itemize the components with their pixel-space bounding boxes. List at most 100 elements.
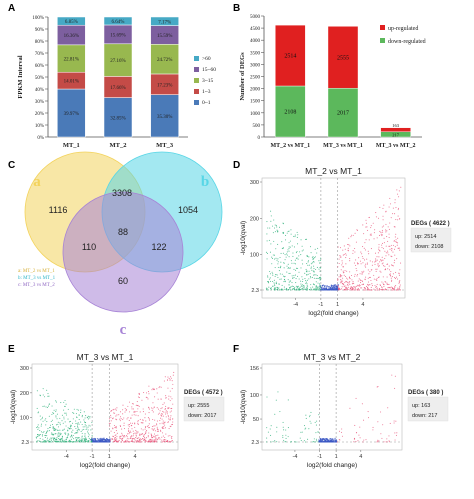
scatter-point: [49, 403, 51, 405]
scatter-point: [325, 285, 327, 287]
scatter-point: [270, 441, 272, 443]
x-tick-label: 4: [361, 302, 364, 308]
scatter-point: [53, 429, 55, 431]
scatter-point: [127, 428, 129, 430]
scatter-point: [78, 429, 81, 431]
scatter-point: [47, 441, 49, 443]
bar-segment: [103, 43, 133, 77]
scatter-point: [394, 254, 396, 256]
scatter-point: [358, 284, 360, 286]
region-count: 60: [118, 276, 128, 286]
scatter-point: [390, 289, 392, 291]
scatter-point: [134, 422, 136, 424]
scatter-point: [370, 225, 372, 227]
bar-segment: [57, 16, 86, 26]
scatter-point: [155, 423, 158, 425]
scatter-point: [298, 271, 300, 273]
bar-down: [275, 85, 306, 138]
scatter-point: [77, 431, 79, 433]
scatter-point: [55, 409, 57, 411]
scatter-point: [37, 424, 39, 426]
scatter-point: [114, 412, 116, 414]
scatter-point: [300, 239, 302, 241]
scatter-point: [154, 419, 156, 421]
scatter-point: [316, 275, 318, 277]
scatter-point: [280, 265, 282, 267]
scatter-point: [366, 287, 369, 289]
data-label: 2108: [284, 109, 296, 115]
scatter-point: [302, 263, 304, 265]
scatter-point: [81, 435, 83, 437]
scatter-point: [311, 262, 313, 264]
scatter-point: [45, 432, 47, 435]
panel-letter-b: B: [233, 3, 240, 14]
scatter-point: [287, 399, 289, 401]
scatter-point: [90, 441, 92, 443]
scatter-point: [306, 286, 308, 288]
scatter-point: [361, 256, 363, 258]
scatter-point: [170, 377, 172, 379]
scatter-point: [115, 425, 117, 427]
scatter-point: [277, 266, 279, 268]
scatter-point: [365, 289, 367, 291]
scatter-point: [395, 206, 397, 209]
scatter-point: [328, 438, 330, 440]
deg-box-title: DEGs ( 4572 ): [184, 390, 223, 396]
scatter-point: [74, 426, 76, 428]
scatter-point: [287, 279, 289, 281]
scatter-point: [151, 428, 153, 430]
scatter-point: [397, 237, 399, 239]
scatter-point: [141, 439, 143, 441]
scatter-point: [381, 259, 383, 261]
scatter-point: [339, 279, 342, 281]
scatter-point: [266, 221, 268, 223]
scatter-point: [378, 256, 380, 258]
scatter-point: [57, 432, 59, 434]
scatter-point: [357, 440, 359, 442]
scatter-point: [317, 441, 319, 443]
scatter-point: [399, 289, 402, 291]
scatter-point: [53, 413, 55, 415]
scatter-point: [142, 438, 144, 440]
scatter-point: [81, 432, 83, 434]
scatter-point: [115, 440, 117, 442]
scatter-point: [291, 285, 293, 287]
scatter-point: [317, 289, 319, 291]
scatter-point: [363, 233, 365, 235]
scatter-point: [100, 439, 102, 442]
scatter-point: [153, 428, 156, 430]
scatter-point: [309, 273, 311, 275]
scatter-point: [269, 273, 271, 275]
scatter-point: [44, 434, 46, 437]
scatter-point: [170, 436, 172, 438]
scatter-point: [155, 437, 157, 439]
plot-frame: [261, 177, 406, 299]
scatter-point: [42, 388, 44, 390]
scatter-point: [158, 412, 160, 414]
scatter-point: [308, 278, 310, 280]
y-tick-label: 1500: [250, 100, 261, 105]
scatter-point: [166, 379, 169, 381]
scatter-point: [116, 441, 118, 443]
scatter-point: [273, 240, 275, 242]
scatter-point: [64, 440, 66, 442]
scatter-point: [309, 246, 312, 248]
scatter-point: [123, 441, 125, 443]
scatter-point: [68, 441, 71, 443]
scatter-point: [361, 253, 363, 255]
scatter-point: [294, 259, 296, 261]
deg-box: [407, 396, 449, 422]
scatter-point: [275, 224, 277, 226]
scatter-point: [131, 408, 133, 410]
data-label: 2555: [337, 55, 349, 61]
x-tick-label: -1: [318, 302, 323, 308]
scatter-point: [388, 283, 390, 285]
scatter-point: [266, 441, 268, 443]
scatter-point: [116, 436, 118, 438]
scatter-point: [98, 439, 100, 441]
scatter-point: [377, 264, 379, 266]
scatter-point: [334, 288, 336, 290]
scatter-point: [101, 437, 103, 440]
scatter-point: [378, 244, 380, 246]
